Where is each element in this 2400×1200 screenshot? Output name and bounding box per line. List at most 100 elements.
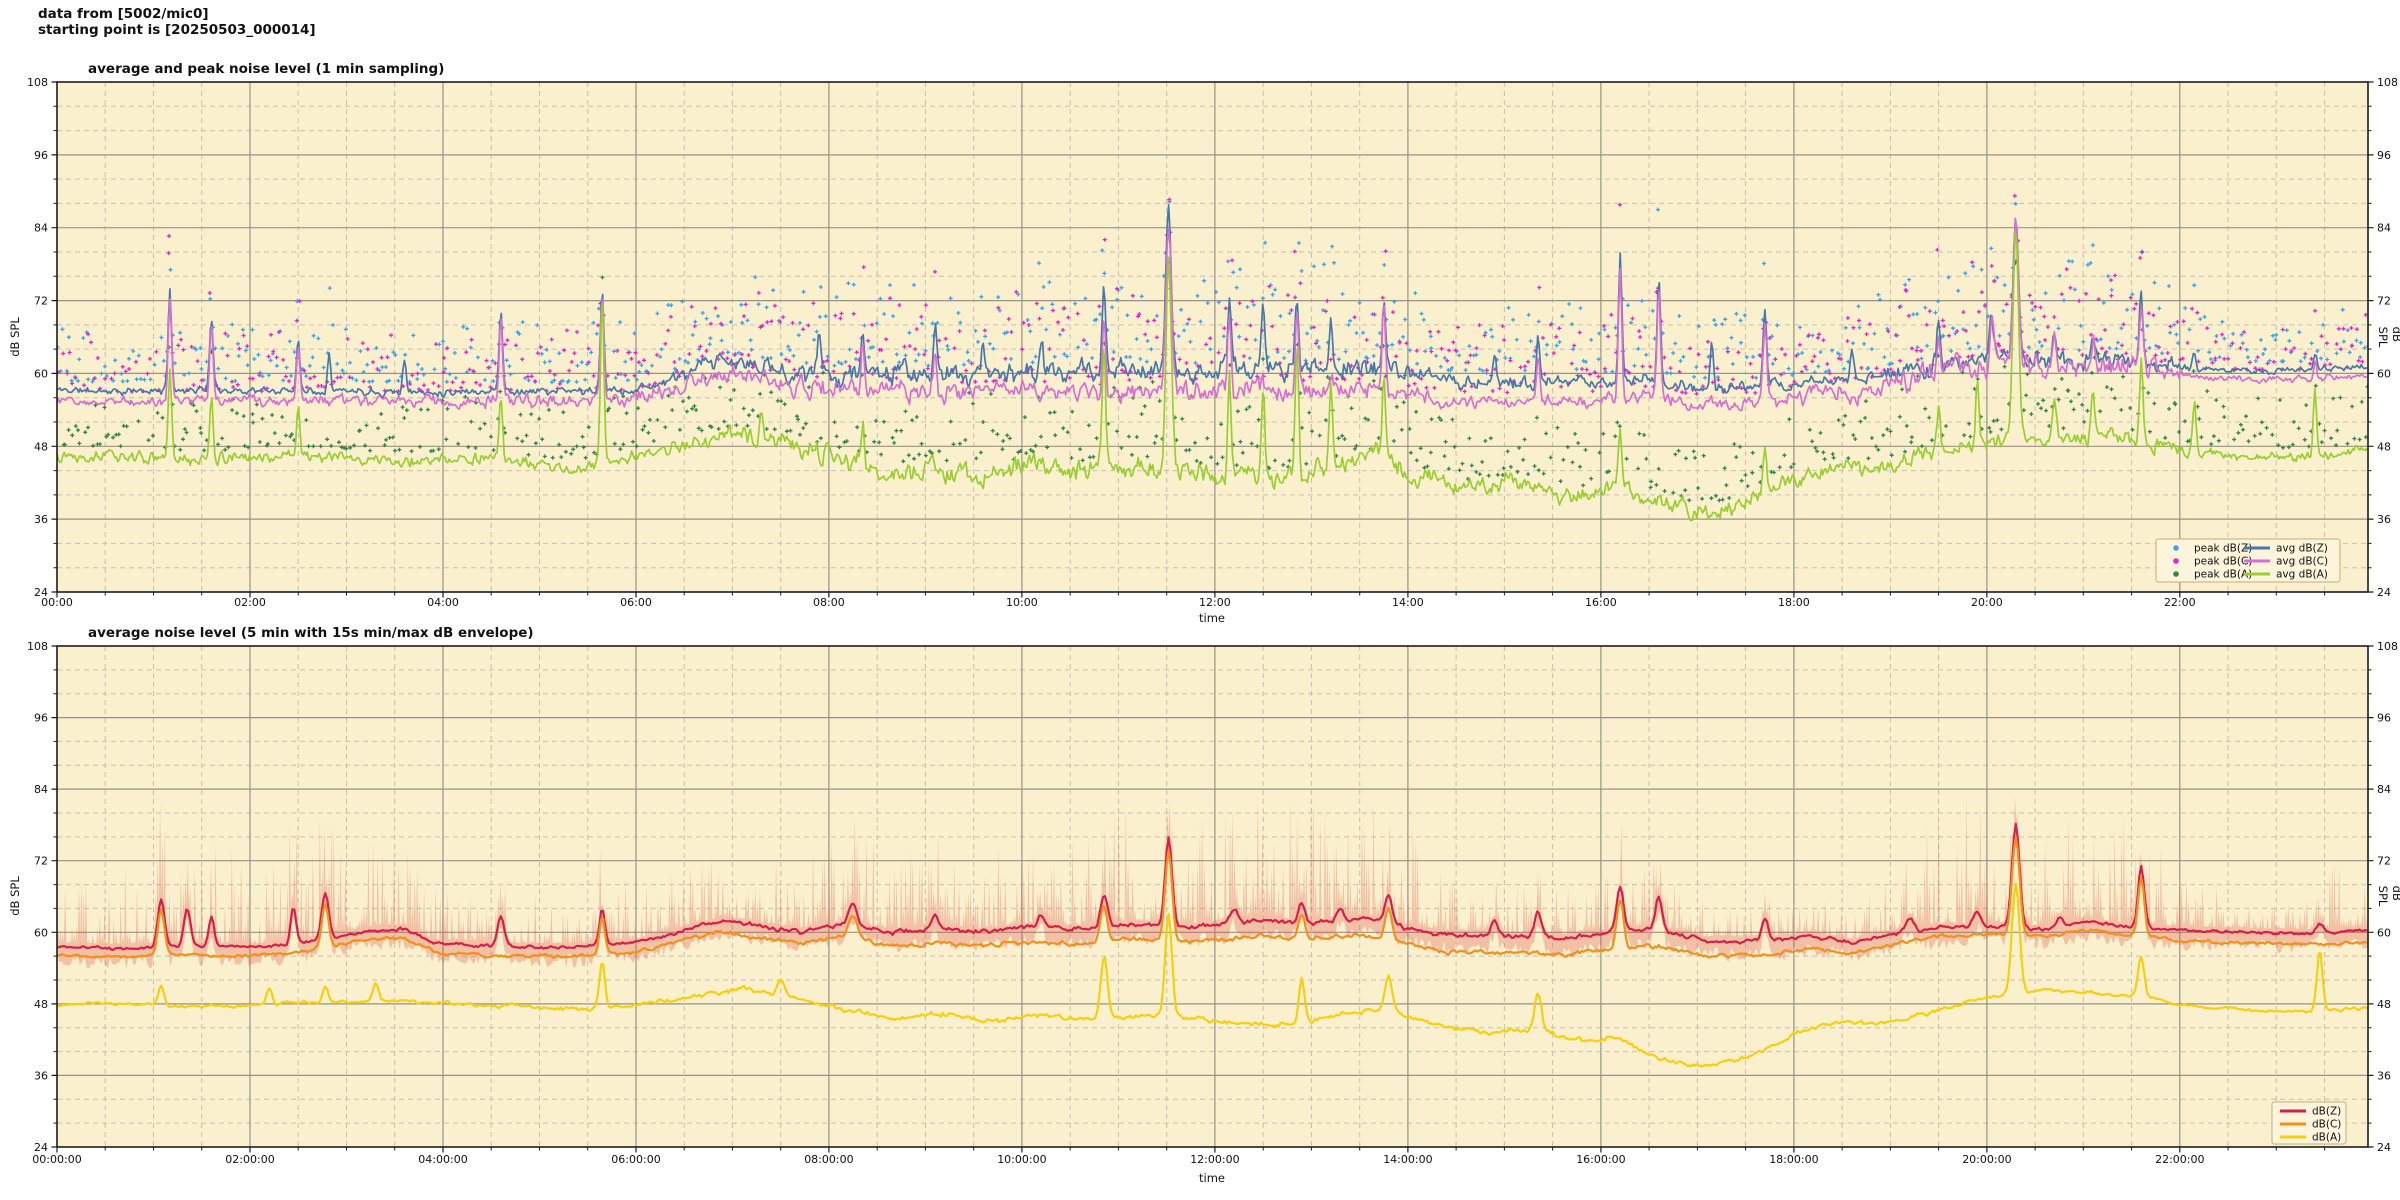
x-tick-label: 22:00:00 [2155,1153,2204,1166]
grid-minor [57,82,2368,592]
x-tick-label: 22:00 [2164,596,2196,609]
legend-label: avg dB(Z) [2276,543,2328,555]
chart-2-plot-background [57,646,2368,1147]
x-tick-label: 14:00:00 [1383,1153,1432,1166]
y-tick-label-right: 24 [2377,586,2391,599]
series-db-z-min-max-envelope [57,791,2368,969]
y-tick-label-left: 36 [34,1069,48,1082]
chart1-title: average and peak noise level (1 min samp… [88,61,445,77]
header-line-1: data from [5002/mic0] [38,6,209,22]
y-tick-label-right: 96 [2377,149,2391,162]
legend-label: peak dB(Z) [2194,543,2252,555]
x-tick-label: 12:00:00 [1190,1153,1239,1166]
chart-2-legend: dB(Z)dB(C)dB(A) [2271,1101,2347,1145]
x-tick-label: 08:00:00 [804,1153,853,1166]
y-tick-label-left: 48 [34,998,48,1011]
y-tick-label-right: 48 [2377,998,2391,1011]
x-tick-label: 16:00 [1585,596,1617,609]
ticks-minor [53,669,2372,1151]
legend-marker-dot [2173,571,2179,577]
header-line-2: starting point is [20250503_000014] [38,22,316,38]
chart2-title: average noise level (5 min with 15s min/… [88,625,534,641]
legend-label: peak dB(C) [2194,556,2252,568]
y-tick-label-left: 60 [34,926,48,939]
legend-label: dB(C) [2312,1119,2341,1131]
x-tick-label: 20:00:00 [1962,1153,2011,1166]
chart-1-border [56,81,2369,593]
x-tick-label: 06:00 [620,596,652,609]
ticks-minor [53,105,2372,596]
y-tick-label-left: 60 [34,367,48,380]
grid-minor [57,646,2368,1147]
x-tick-label: 10:00 [1006,596,1038,609]
x-tick-label: 18:00 [1778,596,1810,609]
legend-label: avg dB(C) [2276,556,2328,568]
series-db-z [57,822,2368,951]
series-avg-db-a [57,232,2368,522]
legend-label: peak dB(A) [2194,569,2252,581]
y-tick-label-left: 72 [34,295,48,308]
chart-1-plot-background [57,82,2368,592]
y-tick-label-left: 24 [34,586,48,599]
x-tick-label: 14:00 [1392,596,1424,609]
x-tick-label: 20:00 [1971,596,2003,609]
y-tick-label-right: 84 [2377,783,2391,796]
y-tick-label-right: 60 [2377,367,2391,380]
y-tick-label-left: 84 [34,222,48,235]
y-tick-label-right: 72 [2377,855,2391,868]
y-tick-label-left: 84 [34,783,48,796]
series-peak-db-a [57,259,2368,503]
chart-2: 00:00:00 02:00:00 04:00:00 06:00:00 08:00:00… [27,640,2398,1166]
chart2-xaxis-label: time [1199,1171,1225,1185]
x-tick-label: 00:00:00 [32,1153,81,1166]
legend-label: dB(A) [2312,1132,2341,1144]
chart1-xaxis-label: time [1199,611,1225,625]
y-tick-label-left: 108 [27,76,48,89]
chart2-yaxis-label-left: dB SPL [8,876,22,916]
y-tick-label-left: 96 [34,712,48,725]
chart1-yaxis-label-left: dB SPL [8,317,22,357]
ticks-major [51,645,2374,1153]
chart-1-legend: peak dB(Z)peak dB(C)peak dB(A)avg dB(Z)a… [2155,538,2341,583]
x-tick-label: 04:00:00 [418,1153,467,1166]
chart1-yaxis-label-right: dB SPL [2376,326,2400,348]
y-tick-label-right: 108 [2377,76,2398,89]
y-tick-label-right: 36 [2377,1069,2391,1082]
x-tick-label: 10:00:00 [997,1153,1046,1166]
x-tick-label: 02:00 [234,596,266,609]
ticks-major [51,81,2374,598]
y-tick-label-left: 36 [34,513,48,526]
x-tick-label: 00:00 [41,596,73,609]
x-tick-label: 16:00:00 [1576,1153,1625,1166]
y-tick-label-left: 96 [34,149,48,162]
y-tick-label-right: 24 [2377,1141,2391,1154]
y-tick-label-right: 84 [2377,222,2391,235]
y-tick-label-right: 36 [2377,513,2391,526]
chart-1-tick-labels: 00:00 02:00 04:00 06:00 08:00 10:00 12:00 14:00… [27,76,2398,609]
y-tick-label-left: 108 [27,640,48,653]
series-avg-db-c [57,217,2368,412]
chart-1-series [57,193,2368,522]
legend-marker-dot [2173,545,2179,551]
y-tick-label-left: 48 [34,440,48,453]
x-tick-label: 12:00 [1199,596,1231,609]
legend-label: avg dB(A) [2276,569,2328,581]
chart-2-border [56,645,2369,1148]
x-tick-label: 08:00 [813,596,845,609]
y-tick-label-right: 108 [2377,640,2398,653]
y-tick-label-left: 72 [34,855,48,868]
grid-major [57,646,2368,1147]
series-db-a [57,882,2368,1068]
series-avg-db-z [57,203,2368,399]
chart2-yaxis-label-right: dB SPL [2376,885,2400,907]
y-tick-label-right: 60 [2377,926,2391,939]
x-tick-label: 06:00:00 [611,1153,660,1166]
chart-2-series [57,791,2368,1068]
y-tick-label-right: 48 [2377,440,2391,453]
grid-major [57,82,2368,592]
series-db-c [57,836,2368,959]
x-tick-label: 18:00:00 [1769,1153,1818,1166]
y-tick-label-right: 72 [2377,295,2391,308]
